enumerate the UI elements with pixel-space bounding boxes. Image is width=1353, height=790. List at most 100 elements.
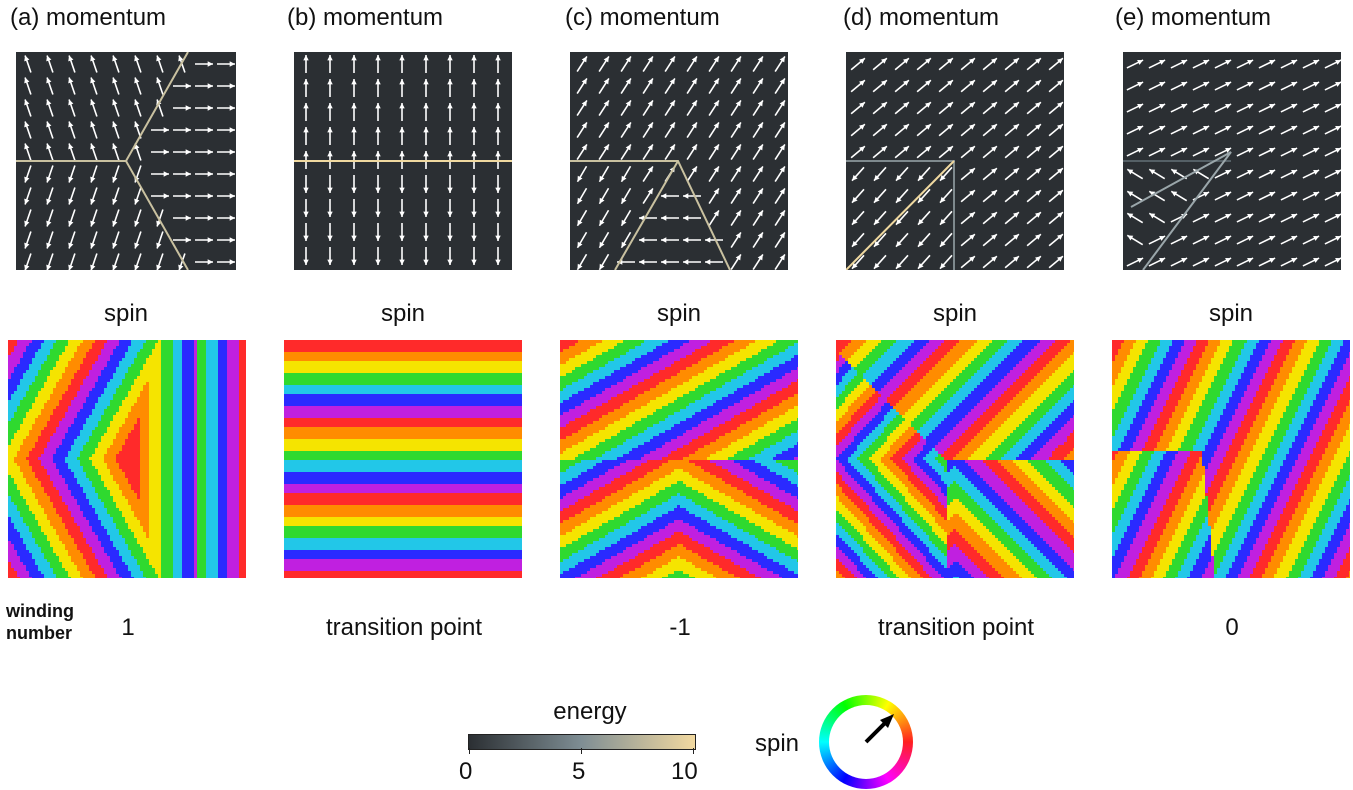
momentum-arrowhead [351,55,356,60]
momentum-arrowhead [46,55,51,61]
momentum-panel-a [16,52,236,270]
momentum-arrowhead [351,188,356,193]
momentum-arrowhead [68,55,73,61]
momentum-arrowhead [164,171,169,176]
momentum-arrowhead [112,55,117,61]
arrow-field-e [1127,60,1341,266]
momentum-arrowhead [423,103,428,108]
panel-e-momentum-label: (e) momentum [1115,4,1271,32]
momentum-arrowhead [399,103,404,108]
momentum-arrowhead [495,212,500,217]
momentum-arrowhead [156,77,161,83]
momentum-arrowhead [303,79,308,84]
momentum-arrowhead [90,121,95,127]
momentum-arrowhead [90,177,95,183]
momentum-arrowhead [327,127,332,132]
momentum-arrowhead [375,55,380,60]
momentum-arrowhead [208,105,213,110]
momentum-arrowhead [24,121,29,127]
panel-a-momentum-label: (a) momentum [10,4,166,32]
momentum-arrowhead [327,188,332,193]
momentum-arrowhead [90,221,95,227]
momentum-arrowhead [46,143,51,149]
momentum-arrowhead [186,149,191,154]
momentum-arrowhead [68,177,73,183]
spin-panel-c [560,340,798,578]
winding-value-b: transition point [284,614,524,642]
colorbar-tick-0: 0 [459,758,472,786]
momentum-arrowhead [351,212,356,217]
momentum-arrowhead [375,212,380,217]
momentum-arrowhead [24,143,29,149]
momentum-arrowhead [186,215,191,220]
momentum-arrowhead [208,83,213,88]
momentum-arrowhead [208,61,213,66]
momentum-arrowhead [303,151,308,156]
momentum-arrowhead [164,149,169,154]
momentum-arrowhead [683,237,688,242]
momentum-arrowhead [683,215,688,220]
momentum-arrowhead [230,149,235,154]
panel-d-spin-label: spin [836,300,1074,328]
momentum-field-e [1123,52,1341,270]
momentum-arrowhead [423,212,428,217]
momentum-arrowhead [683,259,688,264]
arrow-field-c [577,56,785,269]
momentum-arrowhead [327,55,332,60]
momentum-arrowhead [24,221,29,227]
momentum-arrowhead [705,259,710,264]
momentum-arrowhead [303,127,308,132]
momentum-arrowhead [112,221,117,227]
momentum-arrowhead [112,143,117,149]
momentum-arrowhead [351,127,356,132]
momentum-arrowhead [134,121,139,127]
momentum-arrowhead [156,55,161,61]
momentum-arrowhead [208,149,213,154]
momentum-panel-c [570,52,788,270]
spin-stripes-a [8,340,246,578]
momentum-arrowhead [46,243,51,249]
momentum-arrowhead [375,79,380,84]
momentum-arrowhead [661,215,666,220]
momentum-arrowhead [112,121,117,127]
momentum-arrowhead [399,127,404,132]
momentum-arrowhead [46,99,51,105]
momentum-arrowhead [303,188,308,193]
momentum-arrowhead [683,193,688,198]
momentum-arrowhead [639,259,644,264]
momentum-arrowhead [471,127,476,132]
momentum-arrowhead [208,215,213,220]
momentum-arrowhead [186,193,191,198]
momentum-arrowhead [661,259,666,264]
momentum-arrowhead [68,121,73,127]
momentum-panel-e [1123,52,1341,270]
momentum-arrowhead [68,221,73,227]
momentum-arrowhead [447,151,452,156]
momentum-arrowhead [230,61,235,66]
spin-stripes-c [560,340,798,578]
momentum-arrowhead [164,127,169,132]
momentum-arrowhead [705,237,710,242]
momentum-arrowhead [327,236,332,241]
momentum-arrowhead [90,99,95,105]
momentum-arrowhead [230,193,235,198]
momentum-arrowhead [471,260,476,265]
colorbar-tick-mark-0 [469,748,470,754]
momentum-arrowhead [303,260,308,265]
momentum-arrowhead [495,127,500,132]
momentum-arrowhead [90,55,95,61]
momentum-arrowhead [447,236,452,241]
momentum-arrowhead [661,237,666,242]
momentum-arrowhead [46,221,51,227]
momentum-arrowhead [447,127,452,132]
momentum-arrowhead [471,151,476,156]
domain-wall-c [570,161,730,270]
momentum-arrowhead [208,259,213,264]
spin-panel-a [8,340,246,578]
momentum-arrowhead [495,103,500,108]
momentum-arrowhead [399,260,404,265]
spin-panel-e [1112,340,1350,578]
momentum-arrowhead [399,212,404,217]
momentum-arrowhead [112,77,117,83]
momentum-arrowhead [303,103,308,108]
